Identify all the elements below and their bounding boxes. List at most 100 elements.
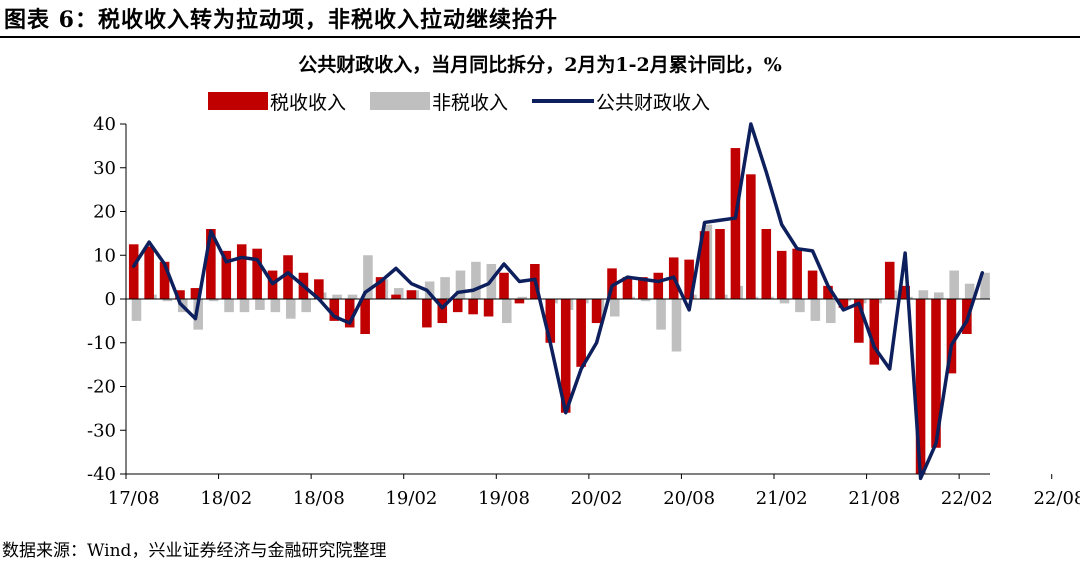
x-tick-label: 19/02 [385, 488, 437, 509]
x-tick-label: 18/02 [200, 488, 252, 509]
y-tick-label: 40 [93, 114, 116, 135]
legend-label-nontax: 非税收入 [432, 91, 509, 114]
bar-tax [175, 290, 185, 299]
bar-tax [422, 299, 432, 328]
bar-nontax [501, 299, 512, 324]
bar-nontax [933, 292, 944, 299]
bar-nontax [825, 299, 836, 324]
x-tick-label: 20/02 [571, 488, 623, 509]
bar-tax [360, 299, 370, 334]
bar-nontax [255, 299, 265, 310]
bar-tax [900, 285, 910, 300]
legend-item-nontax: 非税收入 [370, 88, 508, 115]
bar-tax [607, 268, 617, 300]
bar-tax [314, 279, 324, 299]
title-divider [0, 36, 1080, 38]
bar-nontax [347, 294, 358, 300]
bar-nontax [779, 299, 790, 304]
bar-tax [684, 259, 694, 300]
x-tick-label: 22/02 [941, 488, 993, 509]
x-tick-label: 19/08 [478, 488, 530, 509]
y-tick-label: 0 [105, 289, 116, 310]
x-tick-label: 18/08 [293, 488, 345, 509]
bar-tax [807, 270, 818, 299]
y-tick-label: 10 [93, 245, 116, 266]
bar-tax [391, 294, 401, 300]
bar-tax [884, 261, 895, 299]
y-tick-label: 30 [93, 158, 116, 179]
bar-nontax [301, 299, 311, 313]
bar-nontax [208, 299, 219, 302]
bar-nontax [964, 283, 975, 299]
bar-nontax [440, 277, 450, 300]
bar-tax [468, 299, 478, 315]
bar-tax [622, 277, 633, 300]
bar-tax [190, 288, 201, 299]
bar-nontax [332, 294, 342, 300]
bar-tax [375, 277, 386, 300]
legend-item-tax: 税收收入 [208, 88, 346, 115]
bar-nontax [656, 299, 666, 330]
bar-tax [638, 277, 648, 300]
legend-swatch-tax [208, 92, 268, 110]
bar-tax [499, 272, 509, 299]
bar-tax [653, 272, 664, 299]
bar-tax [576, 299, 586, 367]
bar-tax [946, 299, 957, 374]
bar-tax [406, 290, 417, 299]
bar-tax [206, 229, 216, 299]
x-tick-label: 21/02 [756, 488, 808, 509]
bar-nontax [239, 299, 250, 313]
bar-nontax [795, 299, 805, 313]
legend-label-total: 公共财政收入 [596, 91, 711, 114]
bar-tax [730, 148, 741, 299]
bar-nontax [393, 288, 404, 299]
bar-nontax [810, 299, 821, 321]
bar-tax [344, 299, 355, 328]
bar-nontax [918, 290, 929, 299]
line-total [131, 122, 985, 481]
bar-tax [838, 299, 849, 308]
x-tick-label: 20/08 [663, 488, 715, 509]
bar-nontax [671, 299, 682, 352]
bar-nontax [517, 296, 527, 299]
bar-tax [746, 174, 756, 299]
bar-nontax [980, 272, 990, 299]
bar-tax [483, 299, 494, 317]
legend-label-tax: 税收收入 [270, 91, 347, 114]
bar-tax [452, 299, 463, 313]
bar-tax [761, 229, 772, 299]
bar-nontax [424, 281, 435, 299]
chart-legend: 税收收入 非税收入 公共财政收入 [208, 88, 734, 114]
bar-tax [931, 299, 941, 448]
bar-nontax [609, 299, 620, 317]
bar-tax [715, 229, 725, 299]
bar-tax [823, 285, 833, 300]
y-tick-label: 20 [93, 202, 116, 223]
bar-nontax [193, 299, 203, 330]
x-tick-label: 21/08 [848, 488, 900, 509]
legend-item-total: 公共财政收入 [532, 88, 710, 115]
bar-nontax [224, 299, 234, 313]
x-tick-label: 17/08 [108, 488, 160, 509]
bar-tax [792, 248, 802, 299]
bar-nontax [162, 299, 173, 302]
bar-tax [221, 250, 232, 300]
bar-tax [560, 299, 571, 413]
bar-nontax [285, 299, 296, 319]
x-tick-label: 22/08 [1033, 488, 1080, 509]
bar-tax [854, 299, 864, 343]
y-tick-label: -30 [87, 420, 116, 441]
bar-nontax [471, 261, 481, 299]
bar-tax [144, 246, 154, 299]
y-tick-label: -40 [87, 464, 116, 485]
bar-nontax [363, 255, 373, 299]
bar-tax [699, 231, 710, 299]
bar-tax [128, 244, 139, 299]
bar-tax [869, 299, 880, 365]
bar-tax [545, 299, 556, 343]
bar-nontax [131, 299, 142, 321]
bar-tax [283, 255, 293, 299]
figure-title: 图表 6：税收收入转为拉动项，非税收入拉动继续抬升 [4, 7, 558, 33]
